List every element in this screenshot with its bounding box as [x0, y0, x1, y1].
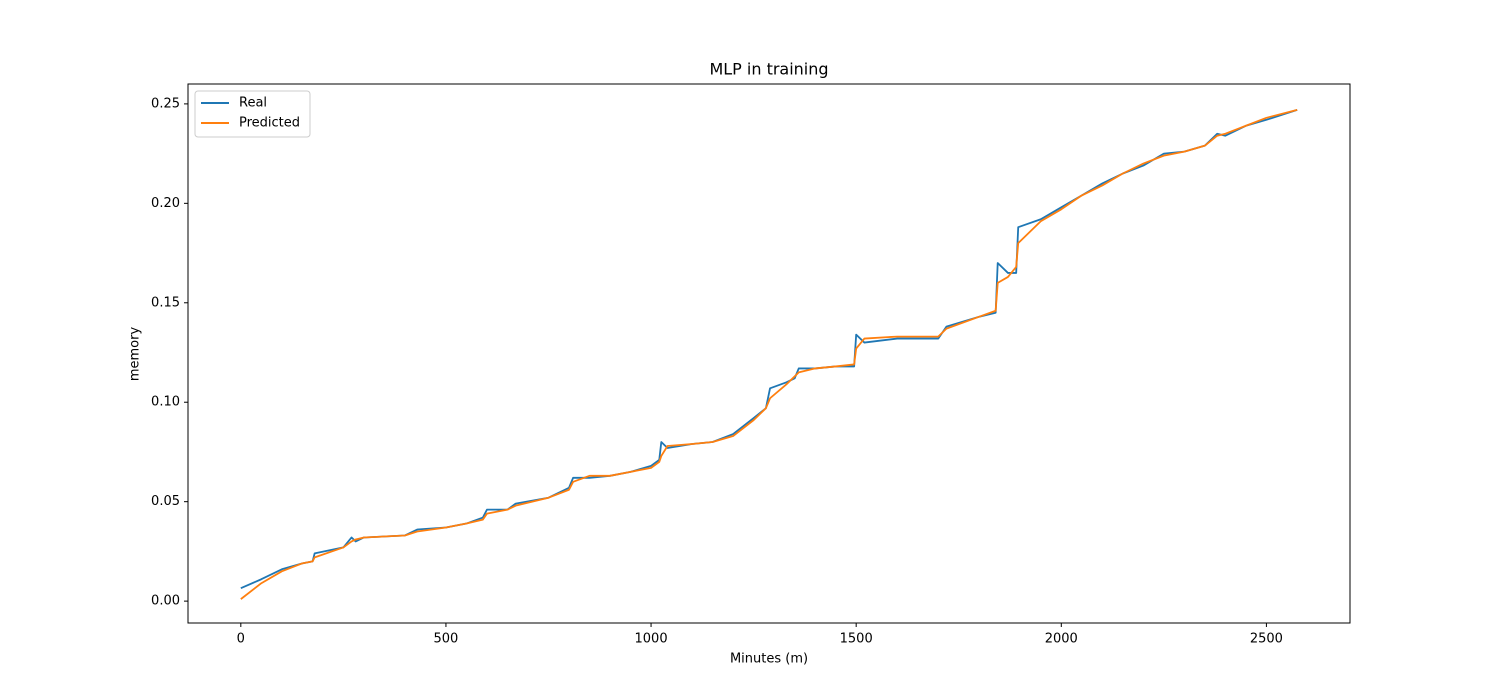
y-tick-label: 0.25 [151, 96, 180, 111]
y-tick-label: 0.00 [151, 594, 180, 609]
data-line [240, 108, 1298, 600]
y-axis-label: memory [128, 327, 143, 382]
chart-title: MLP in training [709, 60, 828, 79]
y-tick-label: 0.15 [151, 295, 180, 310]
x-tick-label: 2000 [1045, 632, 1078, 647]
y-tick-label: 0.10 [151, 395, 180, 410]
x-tick-label: 1000 [635, 632, 668, 647]
legend-label: Real [239, 96, 267, 111]
x-tick-label: 500 [434, 632, 459, 647]
x-tick-label: 1500 [840, 632, 873, 647]
x-axis-label: Minutes (m) [730, 652, 808, 667]
x-tick-label: 0 [237, 632, 245, 647]
y-tick-label: 0.05 [151, 494, 180, 509]
legend-label: Predicted [239, 116, 300, 131]
y-tick-label: 0.20 [151, 196, 180, 211]
x-tick-label: 2500 [1250, 632, 1283, 647]
plot-frame [187, 83, 1351, 624]
